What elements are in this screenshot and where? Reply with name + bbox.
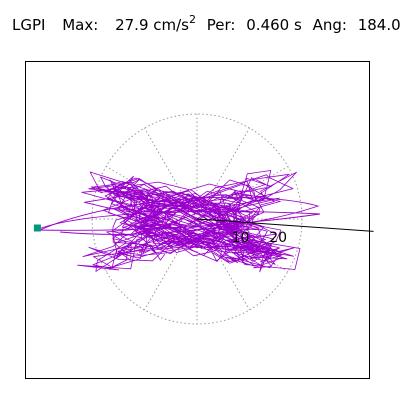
radial-tick-label: 20 (269, 230, 287, 246)
motion-trace-excursion (39, 196, 320, 235)
max-label: Max: (62, 16, 99, 34)
motion-trace-path (77, 170, 301, 273)
grid-spoke (196, 127, 250, 220)
radial-tick-label: 10 (232, 230, 250, 246)
plot-frame (25, 61, 370, 379)
motion-trace-excursion (35, 210, 321, 231)
max-amplitude-marker (33, 224, 41, 232)
angle-label: Ang: (312, 16, 347, 34)
max-unit-exponent: 2 (189, 13, 196, 26)
direction-line (196, 218, 374, 232)
angle-value: 184.0 (357, 16, 400, 34)
header-readout: LGPI Max: 27.9 cm/s2 Per: 0.460 s Ang: 1… (12, 13, 400, 38)
overlay: 10 20 (33, 218, 374, 246)
motion-trace (35, 170, 321, 273)
period-label: Per: (206, 16, 236, 34)
station-code: LGPI (12, 16, 46, 34)
max-value: 27.9 cm/s (115, 16, 189, 34)
grid-spoke (196, 218, 289, 272)
period-value: 0.460 s (246, 16, 302, 34)
